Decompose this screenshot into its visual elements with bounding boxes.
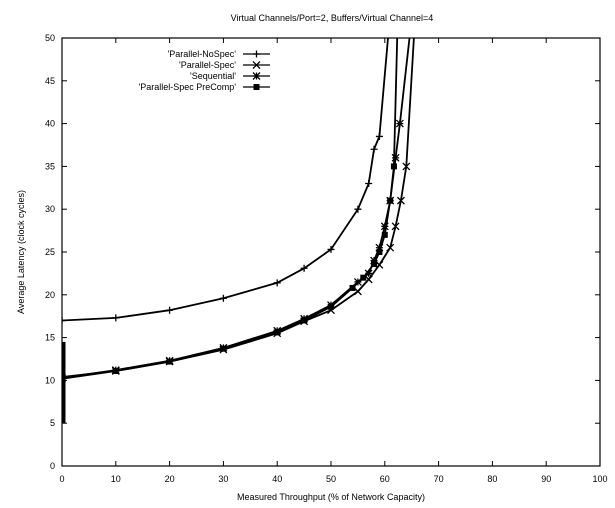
y-tick-label: 40 xyxy=(45,119,55,129)
data-point xyxy=(353,287,362,296)
data-point xyxy=(327,245,335,253)
data-point xyxy=(375,132,383,140)
data-point xyxy=(381,231,388,238)
x-axis: 0 10 20 30 40 50 60 70 80 90 100 xyxy=(59,38,608,484)
data-point xyxy=(253,84,260,90)
data-point xyxy=(391,153,400,162)
y-axis-label: Average Latency (clock cycles) xyxy=(16,190,26,314)
data-point xyxy=(253,50,260,58)
x-tick-label: 80 xyxy=(487,474,497,484)
data-point xyxy=(252,61,261,69)
series-2 xyxy=(62,38,415,383)
y-tick-label: 20 xyxy=(45,290,55,300)
data-point xyxy=(402,162,411,171)
y-tick-label: 35 xyxy=(45,161,55,171)
series-line xyxy=(62,38,389,322)
data-point xyxy=(219,294,227,302)
x-axis-label: Measured Throughput (% of Network Capaci… xyxy=(237,492,425,502)
x-tick-label: 30 xyxy=(218,474,228,484)
data-point xyxy=(364,275,373,284)
legend-label: 'Sequential' xyxy=(190,71,236,81)
data-point xyxy=(395,119,404,128)
data-point xyxy=(370,256,378,265)
data-point xyxy=(112,314,120,322)
data-point xyxy=(387,197,394,204)
y-tick-label: 15 xyxy=(45,333,55,343)
data-point xyxy=(354,205,362,213)
data-point xyxy=(166,358,173,365)
data-point xyxy=(166,306,174,314)
x-tick-label: 40 xyxy=(272,474,282,484)
data-point xyxy=(252,72,261,80)
legend-label: 'Parallel-Spec PreComp' xyxy=(139,82,237,92)
legend: 'Parallel-NoSpec''Parallel-Spec''Sequent… xyxy=(139,49,270,92)
series-layer xyxy=(62,38,415,424)
data-point xyxy=(371,260,378,267)
legend-label: 'Parallel-NoSpec' xyxy=(168,49,237,59)
series-4 xyxy=(62,38,399,380)
data-point xyxy=(274,329,281,336)
chart-title: Virtual Channels/Port=2, Buffers/Virtual… xyxy=(231,13,434,23)
data-point xyxy=(375,243,384,252)
x-tick-label: 90 xyxy=(541,474,551,484)
data-point xyxy=(301,317,308,324)
y-tick-label: 25 xyxy=(45,247,55,257)
data-point xyxy=(365,180,373,188)
legend-label: 'Parallel-Spec' xyxy=(179,60,236,70)
data-point xyxy=(220,345,227,352)
data-point xyxy=(390,163,397,170)
y-tick-label: 5 xyxy=(50,418,55,428)
data-point xyxy=(375,260,384,269)
x-tick-label: 50 xyxy=(326,474,336,484)
x-tick-label: 60 xyxy=(380,474,390,484)
series-1 xyxy=(62,38,389,324)
series-line xyxy=(62,38,415,380)
data-point xyxy=(112,367,119,374)
y-tick-label: 0 xyxy=(50,461,55,471)
x-tick-label: 70 xyxy=(434,474,444,484)
x-tick-label: 100 xyxy=(592,474,607,484)
data-point xyxy=(370,145,378,153)
data-point xyxy=(349,284,356,291)
y-tick-label: 50 xyxy=(45,33,55,43)
data-point xyxy=(380,222,389,231)
x-tick-label: 20 xyxy=(165,474,175,484)
data-point xyxy=(386,243,395,252)
data-point xyxy=(396,196,405,205)
data-point xyxy=(376,249,383,255)
x-tick-label: 0 xyxy=(59,474,64,484)
data-point xyxy=(364,269,373,278)
x-tick-label: 10 xyxy=(111,474,121,484)
y-axis: 0 5 10 15 20 25 30 35 40 45 50 xyxy=(45,33,600,471)
data-point xyxy=(62,316,66,324)
data-point xyxy=(328,303,334,310)
data-point xyxy=(360,274,367,281)
y-tick-label: 45 xyxy=(45,76,55,86)
y-tick-label: 10 xyxy=(45,375,55,385)
data-point xyxy=(273,279,281,287)
data-point xyxy=(300,264,308,272)
data-point xyxy=(391,222,400,231)
y-tick-label: 30 xyxy=(45,204,55,214)
